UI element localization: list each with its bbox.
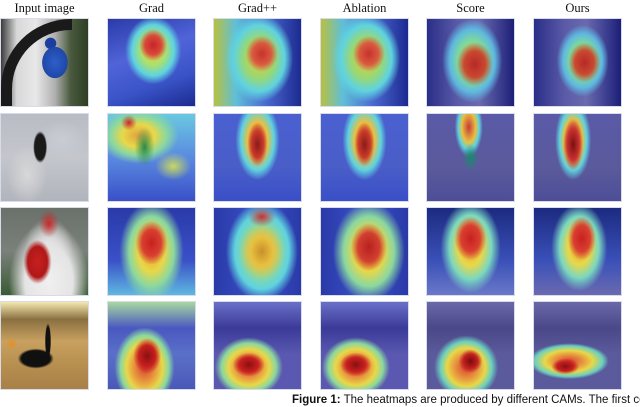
figure-caption-label: Figure 1: bbox=[292, 394, 341, 406]
heatmap-gradpp-ostrich bbox=[213, 301, 302, 390]
heatmap-ours-ostrich bbox=[533, 301, 622, 390]
heatmap-ours-bird bbox=[533, 18, 622, 107]
heatmap-ablation-rooster bbox=[320, 207, 409, 296]
column-header-score: Score bbox=[456, 1, 485, 15]
heatmap-gradpp-eagle bbox=[213, 113, 302, 202]
heatmap-score-ostrich bbox=[426, 301, 515, 390]
heatmap-ablation-eagle bbox=[320, 113, 409, 202]
input-image-ostrich bbox=[0, 301, 89, 390]
column-header-ours: Ours bbox=[565, 1, 590, 15]
column-header-grad: Grad bbox=[139, 1, 164, 15]
heatmap-ours-rooster bbox=[533, 207, 622, 296]
heatmap-ablation-bird bbox=[320, 18, 409, 107]
heatmap-grad-ostrich bbox=[107, 301, 196, 390]
heatmap-gradpp-rooster bbox=[213, 207, 302, 296]
figure-caption: Figure 1: The heatmaps are produced by d… bbox=[292, 393, 640, 407]
heatmap-score-bird bbox=[426, 18, 515, 107]
column-header-gradpp: Grad++ bbox=[237, 1, 278, 15]
column-header-input-image: Input image bbox=[14, 1, 75, 15]
heatmap-score-eagle bbox=[426, 113, 515, 202]
heatmap-gradpp-bird bbox=[213, 18, 302, 107]
input-image-bird bbox=[0, 18, 89, 107]
input-image-eagle bbox=[0, 113, 89, 202]
perch-branch bbox=[1, 19, 72, 106]
heatmap-score-rooster bbox=[426, 207, 515, 296]
figure-caption-text: The heatmaps are produced by different C… bbox=[343, 394, 640, 406]
heatmap-grad-eagle bbox=[107, 113, 196, 202]
input-image-rooster bbox=[0, 207, 89, 296]
heatmap-grad-bird bbox=[107, 18, 196, 107]
heatmap-ablation-ostrich bbox=[320, 301, 409, 390]
column-header-ablation: Ablation bbox=[342, 1, 387, 15]
heatmap-ours-eagle bbox=[533, 113, 622, 202]
heatmap-grad-rooster bbox=[107, 207, 196, 296]
